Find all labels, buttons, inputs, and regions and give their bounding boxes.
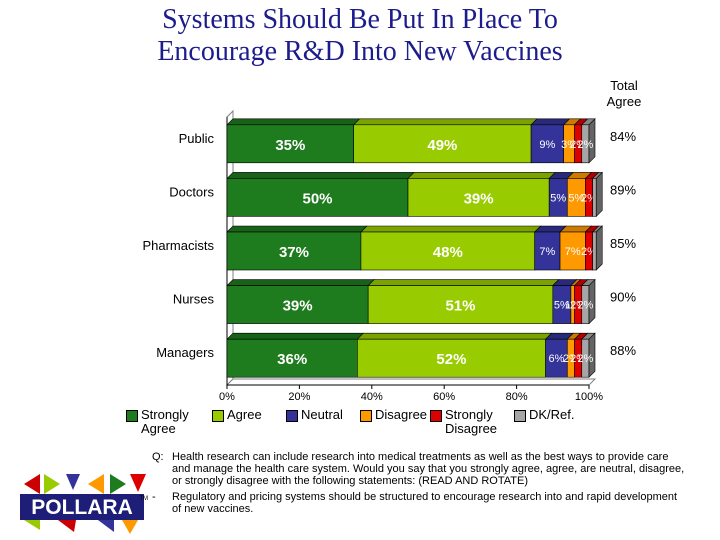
logo-trademark: TM <box>139 496 148 502</box>
bar-strongly-agree-1 <box>226 178 409 217</box>
total-agree-header-line-2: Agree <box>606 94 642 109</box>
bar-top-neutral-0 <box>530 118 571 126</box>
question-text: Health research can include research int… <box>172 451 685 487</box>
legend-swatch-dk-ref <box>514 410 526 422</box>
legend-swatch-neutral <box>286 410 298 422</box>
bar-dk-ref-2 <box>592 231 597 271</box>
title-line-1: Systems Should Be Put In Place To <box>162 4 558 35</box>
total-agree-pharmacists: 85% <box>610 236 636 251</box>
total-agree-managers: 88% <box>610 343 636 358</box>
total-agree-doctors: 89% <box>610 182 636 197</box>
legend-swatch-strongly-disagree <box>430 410 442 422</box>
legend-label-neutral: Neutral <box>301 407 343 422</box>
bar-strongly-agree-3 <box>226 285 369 324</box>
bar-neutral-2 <box>534 231 561 271</box>
legend-label-strongly-disagree: Strongly Disagree <box>445 407 498 436</box>
chart-title: Systems Should Be Put In Place To Encour… <box>0 4 720 68</box>
legend-label-strongly-agree: Strongly Agree <box>141 407 189 436</box>
bar-agree-1 <box>407 178 550 217</box>
x-tick-label-5: 100% <box>575 391 603 403</box>
data-label-disagree-0: 3% <box>561 139 577 151</box>
total-agree-public: 84% <box>610 129 636 144</box>
bar-top-agree-3 <box>367 279 560 286</box>
category-label-public: Public <box>179 131 215 146</box>
bar-top-strongly-agree-3 <box>226 279 375 286</box>
data-label-disagree-2: 7% <box>565 246 581 258</box>
bar-agree-3 <box>367 285 554 324</box>
category-label-pharmacists: Pharmacists <box>142 238 214 253</box>
total-agree-header: Total Agree <box>596 78 652 110</box>
bar-top-strongly-agree-2 <box>226 225 368 233</box>
x-tick-label-3: 60% <box>433 391 455 403</box>
data-label-strongly-agree-4: 36% <box>277 351 307 368</box>
legend-label-disagree: Disagree <box>375 407 428 422</box>
statement-bullet: - <box>152 491 156 503</box>
data-label-agree-2: 48% <box>433 244 463 261</box>
category-label-doctors: Doctors <box>169 184 214 199</box>
logo-text: POLLARA <box>31 496 133 519</box>
data-label-disagree-1: 5% <box>568 192 584 204</box>
data-label-strongly-agree-1: 50% <box>302 190 332 207</box>
statement-row: - Regulatory and pricing systems should … <box>152 491 688 515</box>
bar-side-1 <box>595 171 603 218</box>
data-label-agree-4: 52% <box>436 351 466 368</box>
bar-top-strongly-agree-1 <box>226 172 415 179</box>
legend-swatch-strongly-agree <box>126 410 138 422</box>
category-label-managers: Managers <box>156 345 214 360</box>
bar-dk-ref-1 <box>592 178 597 217</box>
data-label-agree-0: 49% <box>427 137 457 154</box>
bar-strongly-agree-2 <box>226 231 362 271</box>
data-label-strongly-agree-2: 37% <box>279 244 309 261</box>
legend-label-dk-ref: DK/Ref. <box>529 407 575 422</box>
chart-floor <box>225 378 597 386</box>
data-label-neutral-2: 7% <box>539 246 555 258</box>
bar-agree-0 <box>353 124 532 164</box>
data-label-neutral-1: 5% <box>550 192 566 204</box>
bar-strongly-agree-4 <box>226 338 358 378</box>
data-label-neutral-4: 6% <box>548 353 564 365</box>
legend-swatch-agree <box>212 410 224 422</box>
bar-top-agree-4 <box>356 332 553 340</box>
statement-text: Regulatory and pricing systems should be… <box>172 491 678 515</box>
bar-side-4 <box>588 332 596 378</box>
x-tick-label-0: 0% <box>219 391 235 403</box>
bar-agree-2 <box>360 231 535 271</box>
data-label-agree-3: 51% <box>445 298 475 315</box>
data-label-strongly-agree-3: 39% <box>283 298 313 315</box>
data-label-dk-ref-4: 2% <box>577 353 593 365</box>
bar-top-strongly-agree-4 <box>226 332 365 340</box>
bar-neutral-0 <box>530 124 564 164</box>
data-label-neutral-3: 5% <box>554 300 570 312</box>
bar-top-agree-2 <box>360 225 542 233</box>
legend-swatch-disagree <box>360 410 372 422</box>
data-label-agree-1: 39% <box>464 190 494 207</box>
bar-top-agree-0 <box>352 118 538 126</box>
x-tick-label-2: 40% <box>361 391 383 403</box>
x-tick-label-1: 20% <box>288 391 310 403</box>
x-tick-label-4: 80% <box>506 391 528 403</box>
total-agree-header-line-1: Total <box>610 78 638 93</box>
data-label-dk-ref-0: 2% <box>577 139 593 151</box>
bar-strongly-agree-0 <box>226 124 354 164</box>
title-line-2: Encourage R&D Into New Vaccines <box>157 36 563 67</box>
question-note: Q: Health research can include research … <box>152 451 688 519</box>
category-label-nurses: Nurses <box>173 292 215 307</box>
data-label-dk-ref-3: 2% <box>577 300 593 312</box>
pollara-logo: POLLARA TM <box>20 474 148 534</box>
total-agree-nurses: 90% <box>610 290 636 305</box>
legend-label-agree: Agree <box>227 407 262 422</box>
question-row: Q: Health research can include research … <box>152 451 688 487</box>
data-label-neutral-0: 9% <box>539 139 555 151</box>
bar-agree-4 <box>357 338 546 378</box>
question-label: Q: <box>152 451 164 463</box>
bar-side-2 <box>595 225 603 271</box>
bar-side-0 <box>588 118 596 164</box>
bar-top-agree-1 <box>407 172 556 179</box>
data-label-strongly-agree-0: 35% <box>275 137 305 154</box>
bar-top-strongly-agree-0 <box>226 118 361 126</box>
bar-side-3 <box>588 278 596 325</box>
